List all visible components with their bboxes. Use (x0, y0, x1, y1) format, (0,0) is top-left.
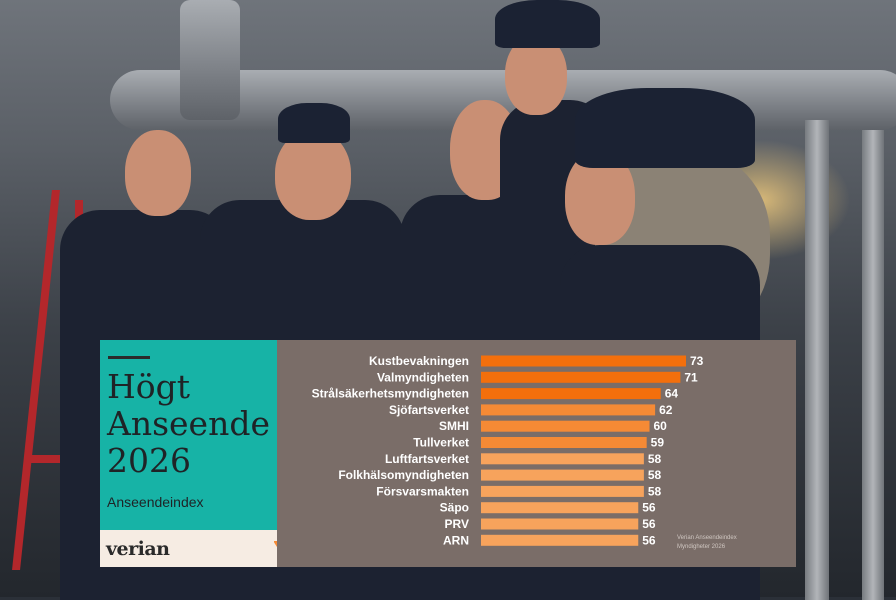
bar (481, 437, 647, 448)
value-label: 58 (648, 484, 662, 498)
source-note-line: Verian Anseendeindex (677, 535, 737, 541)
verian-logo-text: verian (106, 538, 170, 560)
category-label: Luftfartsverket (385, 452, 469, 466)
source-note: Verian Anseendeindex Myndigheter 2026 (677, 534, 737, 552)
category-label: Tullverket (413, 436, 469, 450)
value-label: 62 (659, 403, 673, 417)
person-face (275, 130, 351, 220)
bar (481, 502, 639, 514)
category-label: Försvarsmakten (376, 484, 469, 498)
bar-chart: Kustbevakningen 73 Valmyndigheten 71 Strålsä… (312, 354, 704, 547)
category-label: SMHI (439, 419, 469, 433)
bar (481, 404, 656, 416)
bar (481, 420, 650, 432)
panel-title-line: Högt (107, 367, 191, 406)
category-label: Folkhälsomyndigheten (338, 468, 469, 482)
category-label: PRV (445, 517, 469, 531)
bar (481, 534, 639, 546)
value-label: 71 (684, 370, 698, 384)
bar (481, 355, 686, 367)
value-label: 56 (642, 517, 656, 531)
bar (481, 371, 681, 383)
bar (481, 518, 639, 530)
bar (481, 453, 644, 465)
person-face (505, 35, 567, 115)
panel-title: Högt Anseende 2026 (107, 368, 277, 479)
logo-panel: verian (100, 530, 296, 567)
value-label: 58 (648, 452, 662, 466)
value-label: 60 (653, 419, 667, 433)
panel-title-line: Anseende (107, 404, 270, 443)
category-label: Sjöfartsverket (389, 403, 469, 417)
category-label: Kustbevakningen (369, 354, 469, 368)
red-frame (30, 455, 85, 463)
support-post (862, 130, 884, 600)
title-rule (108, 356, 150, 359)
value-label: 56 (642, 501, 656, 515)
panel-subtitle: Anseendeindex (107, 494, 204, 510)
category-label: Valmyndigheten (377, 370, 469, 384)
category-label: Strålsäkerhetsmyndigheten (312, 387, 469, 401)
red-frame (12, 190, 60, 570)
category-label: Säpo (440, 501, 469, 515)
support-post (805, 120, 829, 600)
title-panel: Högt Anseende 2026 Anseendeindex (100, 340, 277, 530)
value-label: 59 (651, 436, 665, 450)
value-label: 64 (665, 387, 679, 401)
category-label: ARN (443, 533, 469, 547)
person-cap (495, 0, 600, 48)
pipe (180, 0, 240, 120)
bar (481, 388, 661, 400)
source-note-line: Myndigheter 2026 (677, 544, 726, 550)
chart-panel: Kustbevakningen 73 Valmyndigheten 71 Strålsä… (277, 340, 796, 567)
value-label: 58 (648, 468, 662, 482)
person-cap (278, 103, 350, 143)
panel-title-line: 2026 (107, 441, 191, 480)
person-cap (575, 88, 755, 168)
value-label: 73 (690, 354, 704, 368)
value-label: 56 (642, 533, 656, 547)
bar (481, 469, 644, 481)
person-face (125, 130, 191, 216)
bar (481, 485, 644, 497)
